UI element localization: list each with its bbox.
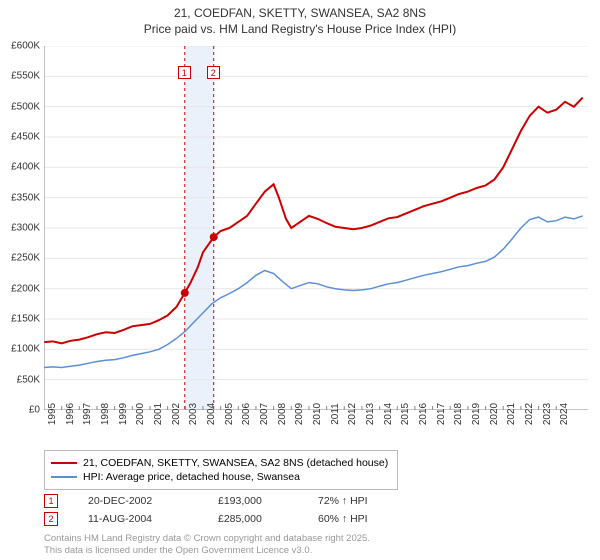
x-axis-label: 2013 — [365, 403, 376, 425]
y-axis-label: £300K — [11, 223, 40, 234]
marker-number-box: 2 — [44, 512, 58, 526]
legend-swatch — [51, 462, 77, 464]
x-axis-label: 2011 — [330, 403, 341, 425]
sale-point — [210, 233, 218, 241]
x-axis-label: 1995 — [47, 403, 58, 425]
marker-pct: 60% ↑ HPI — [318, 513, 428, 525]
chart-svg — [44, 46, 588, 410]
x-axis-label: 2017 — [436, 403, 447, 425]
chart-plot-area: £0£50K£100K£150K£200K£250K£300K£350K£400… — [44, 46, 588, 410]
series-property — [44, 98, 583, 344]
marker-pct: 72% ↑ HPI — [318, 495, 428, 507]
x-axis-label: 2014 — [383, 403, 394, 425]
marker-price: £285,000 — [218, 513, 318, 525]
x-axis-label: 2006 — [241, 403, 252, 425]
x-axis-label: 2020 — [489, 403, 500, 425]
x-axis-labels: 1995199619971998199920002001200220032004… — [44, 410, 588, 446]
x-axis-label: 2015 — [400, 403, 411, 425]
marker-date: 11-AUG-2004 — [88, 513, 218, 525]
attribution-line2: This data is licensed under the Open Gov… — [44, 545, 370, 556]
x-axis-label: 2008 — [277, 403, 288, 425]
legend-item: 21, COEDFAN, SKETTY, SWANSEA, SA2 8NS (d… — [51, 457, 391, 469]
marker-number-box: 1 — [44, 494, 58, 508]
y-axis-label: £200K — [11, 283, 40, 294]
x-axis-label: 2018 — [453, 403, 464, 425]
x-axis-label: 1996 — [65, 403, 76, 425]
y-axis-label: £550K — [11, 71, 40, 82]
x-axis-label: 1998 — [100, 403, 111, 425]
x-axis-label: 2019 — [471, 403, 482, 425]
y-axis-labels: £0£50K£100K£150K£200K£250K£300K£350K£400… — [0, 46, 42, 410]
x-axis-label: 2001 — [153, 403, 164, 425]
marker-row: 1 20-DEC-2002£193,00072% ↑ HPI — [44, 494, 428, 508]
y-axis-label: £600K — [11, 41, 40, 52]
attribution: Contains HM Land Registry data © Crown c… — [44, 533, 370, 556]
chart-title: 21, COEDFAN, SKETTY, SWANSEA, SA2 8NS Pr… — [0, 0, 600, 37]
x-axis-label: 2016 — [418, 403, 429, 425]
attribution-line1: Contains HM Land Registry data © Crown c… — [44, 533, 370, 544]
y-axis-label: £0 — [29, 405, 40, 416]
y-axis-label: £450K — [11, 132, 40, 143]
legend: 21, COEDFAN, SKETTY, SWANSEA, SA2 8NS (d… — [44, 450, 398, 490]
y-axis-label: £250K — [11, 253, 40, 264]
y-axis-label: £400K — [11, 162, 40, 173]
x-axis-label: 2022 — [524, 403, 535, 425]
chart-marker-number: 1 — [178, 66, 191, 79]
x-axis-label: 2021 — [506, 403, 517, 425]
x-axis-label: 2003 — [188, 403, 199, 425]
y-axis-label: £150K — [11, 314, 40, 325]
chart-container: 21, COEDFAN, SKETTY, SWANSEA, SA2 8NS Pr… — [0, 0, 600, 560]
y-axis-label: £100K — [11, 344, 40, 355]
x-axis-label: 2023 — [542, 403, 553, 425]
x-axis-label: 2005 — [224, 403, 235, 425]
marker-row: 2 11-AUG-2004£285,00060% ↑ HPI — [44, 512, 428, 526]
x-axis-label: 2009 — [294, 403, 305, 425]
marker-date: 20-DEC-2002 — [88, 495, 218, 507]
sale-markers-table: 1 20-DEC-2002£193,00072% ↑ HPI 2 11-AUG-200… — [44, 494, 428, 530]
x-axis-label: 2012 — [347, 403, 358, 425]
x-axis-label: 1999 — [118, 403, 129, 425]
y-axis-label: £500K — [11, 101, 40, 112]
legend-swatch — [51, 476, 77, 478]
legend-label: 21, COEDFAN, SKETTY, SWANSEA, SA2 8NS (d… — [83, 457, 388, 469]
legend-label: HPI: Average price, detached house, Swan… — [83, 471, 300, 483]
chart-marker-number: 2 — [207, 66, 220, 79]
x-axis-label: 2004 — [206, 403, 217, 425]
x-axis-label: 2002 — [171, 403, 182, 425]
marker-price: £193,000 — [218, 495, 318, 507]
x-axis-label: 2010 — [312, 403, 323, 425]
sale-point — [181, 289, 189, 297]
series-hpi — [44, 216, 583, 368]
y-axis-label: £50K — [17, 374, 40, 385]
y-axis-label: £350K — [11, 192, 40, 203]
title-subtitle: Price paid vs. HM Land Registry's House … — [0, 22, 600, 38]
title-address: 21, COEDFAN, SKETTY, SWANSEA, SA2 8NS — [0, 6, 600, 22]
x-axis-label: 2000 — [135, 403, 146, 425]
legend-item: HPI: Average price, detached house, Swan… — [51, 471, 391, 483]
x-axis-label: 2024 — [559, 403, 570, 425]
x-axis-label: 2007 — [259, 403, 270, 425]
x-axis-label: 1997 — [82, 403, 93, 425]
